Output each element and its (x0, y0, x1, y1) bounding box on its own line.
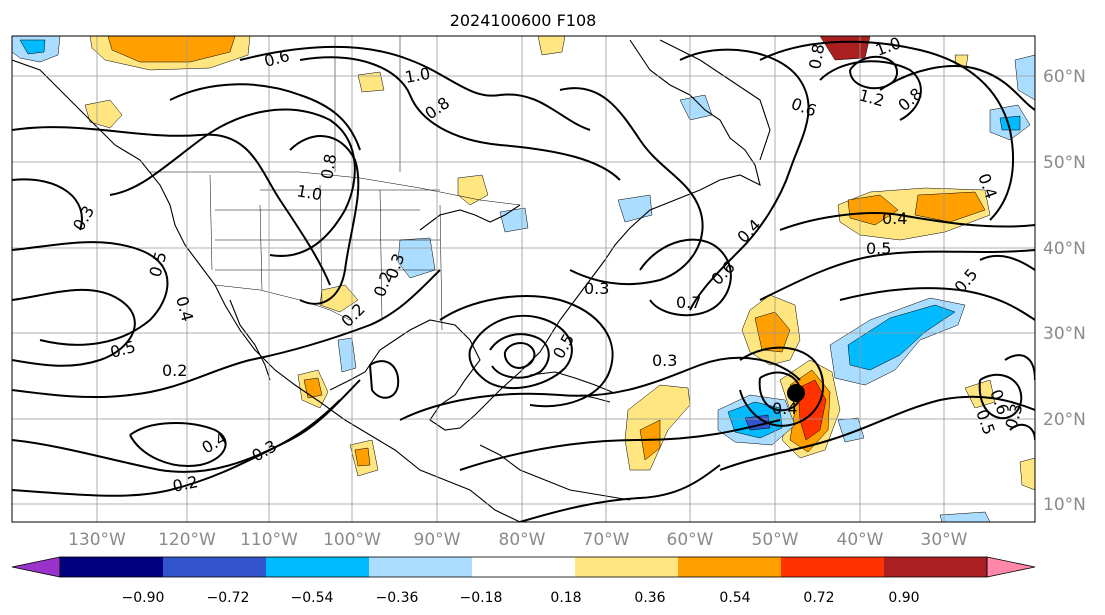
colorbar-tick-label: −0.18 (460, 590, 503, 606)
colorbar-tick-label: 0.90 (888, 590, 919, 606)
lon-label: 100°W (323, 530, 381, 550)
colorbar-tick-label: −0.54 (291, 590, 334, 606)
colorbar-segment (266, 557, 370, 577)
lon-label: 110°W (240, 530, 298, 550)
colorbar-segment (678, 557, 782, 577)
colorbar-segment (781, 557, 885, 577)
colorbar-tick-label: 0.54 (719, 590, 750, 606)
contour-label: 1.0 (295, 181, 323, 204)
map-frame (11, 35, 1036, 523)
shade-positive (754, 311, 791, 353)
contour-label: 0.3 (584, 279, 609, 298)
lon-label: 90°W (414, 530, 461, 550)
lat-label: 30°N (1043, 324, 1086, 344)
contour-label: 0.8 (317, 152, 340, 180)
shade-positive (914, 191, 986, 223)
colorbar-segment (163, 557, 267, 577)
colorbar-segment (575, 557, 679, 577)
contour-label: 0.2 (162, 361, 187, 380)
shade-negative (847, 304, 956, 371)
latitude-labels: 60°N 50°N 40°N 30°N 20°N 10°N (1043, 67, 1086, 515)
shade-positive (354, 447, 371, 467)
lon-label: 80°W (499, 530, 546, 550)
contour-label: 0.2 (171, 472, 200, 496)
borders (150, 36, 521, 331)
contour-lines (12, 40, 1035, 522)
colorbar-tick-label: −0.36 (376, 590, 419, 606)
shade-positive (537, 36, 566, 56)
figure-title: 2024100600 F108 (450, 11, 597, 30)
lon-label: 130°W (68, 530, 126, 550)
lat-label: 60°N (1043, 67, 1086, 87)
shade-positive (1019, 457, 1035, 491)
storm-center-marker (787, 384, 805, 402)
shade-negative (999, 115, 1021, 131)
lon-label: 70°W (583, 530, 630, 550)
colorbar-segment (884, 557, 988, 577)
shade-positive (303, 377, 323, 399)
colorbar-segment (369, 557, 473, 577)
lon-label: 40°W (837, 530, 884, 550)
shade-positive (797, 379, 827, 441)
colorbar-tick-label: −0.72 (207, 590, 250, 606)
shade-negative (1014, 54, 1035, 101)
shade-positive (107, 36, 236, 63)
shade-negative (939, 511, 991, 522)
shade-negative (337, 337, 357, 373)
shade-negative (19, 39, 46, 55)
contour-label: 0.4 (882, 209, 907, 228)
longitude-labels: 130°W 120°W 110°W 100°W 90°W 80°W 70°W 6… (68, 530, 968, 550)
colorbar-tick-label: 0.72 (803, 590, 834, 606)
colorbar-segment (60, 557, 164, 577)
lon-label: 120°W (158, 530, 216, 550)
colorbar-tick-label: 0.36 (634, 590, 665, 606)
contour-label: 0.7 (676, 293, 701, 312)
colorbar-tick-labels: −0.90 −0.72 −0.54 −0.36 −0.18 0.18 0.36 … (122, 590, 920, 606)
colorbar-tick-label: 0.18 (550, 590, 581, 606)
colorbar (11, 556, 1036, 578)
lat-label: 10°N (1043, 495, 1086, 515)
contour-label: 0.3 (652, 351, 677, 370)
map-background (12, 36, 1035, 522)
coastlines (12, 39, 771, 522)
contour-label: 0.4 (772, 399, 797, 418)
colorbar-frame (59, 556, 988, 578)
colorbar-tick-label: −0.90 (122, 590, 165, 606)
contour-label: 0.8 (805, 42, 828, 70)
lon-label: 60°W (667, 530, 714, 550)
colorbar-extend-low (11, 556, 61, 578)
colorbar-extend-high (986, 556, 1036, 578)
lon-label: 30°W (921, 530, 968, 550)
shade-positive (357, 71, 385, 93)
colorbar-segment (472, 557, 576, 577)
contour-label: 0.5 (866, 239, 891, 258)
map-content (12, 36, 1035, 522)
lat-label: 40°N (1043, 239, 1086, 259)
contour-label: 1.0 (403, 64, 431, 87)
graticule (12, 36, 1035, 522)
lat-label: 50°N (1043, 153, 1086, 173)
lon-label: 50°W (752, 530, 799, 550)
lat-label: 20°N (1043, 410, 1086, 430)
shade-negative (499, 207, 529, 233)
